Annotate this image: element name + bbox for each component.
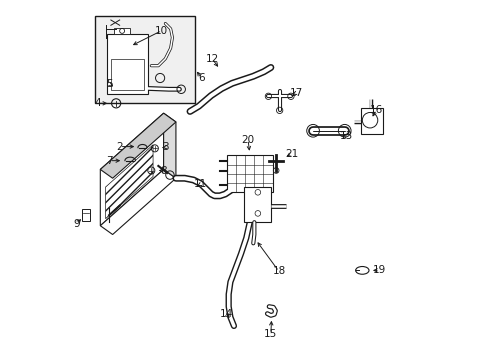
Polygon shape <box>100 113 163 226</box>
Text: 4: 4 <box>94 98 101 108</box>
Text: 18: 18 <box>272 266 285 276</box>
Text: 20: 20 <box>241 135 254 145</box>
Text: 7: 7 <box>105 156 112 166</box>
Text: 6: 6 <box>198 73 204 83</box>
Text: 19: 19 <box>372 265 386 275</box>
Text: 13: 13 <box>339 131 352 141</box>
Text: 12: 12 <box>205 54 218 64</box>
Polygon shape <box>105 145 153 219</box>
Bar <box>244 187 270 222</box>
Bar <box>82 209 90 221</box>
Text: 5: 5 <box>105 79 112 89</box>
Polygon shape <box>163 113 176 178</box>
Text: 17: 17 <box>289 88 303 98</box>
Polygon shape <box>100 113 176 178</box>
Ellipse shape <box>355 266 368 274</box>
Text: 10: 10 <box>155 26 168 36</box>
Bar <box>111 59 144 90</box>
Polygon shape <box>100 170 176 234</box>
Text: 16: 16 <box>369 105 382 115</box>
Text: 3: 3 <box>162 142 168 152</box>
Text: 14: 14 <box>219 309 232 319</box>
Text: 2: 2 <box>116 141 122 152</box>
Text: 15: 15 <box>264 329 277 339</box>
Text: 9: 9 <box>73 219 80 229</box>
Bar <box>226 156 272 192</box>
Text: 21: 21 <box>285 149 298 159</box>
Bar <box>95 17 195 103</box>
Bar <box>360 108 383 134</box>
Bar <box>107 34 147 94</box>
Text: 8: 8 <box>160 166 166 176</box>
Bar <box>114 28 130 34</box>
Text: 11: 11 <box>194 179 207 189</box>
